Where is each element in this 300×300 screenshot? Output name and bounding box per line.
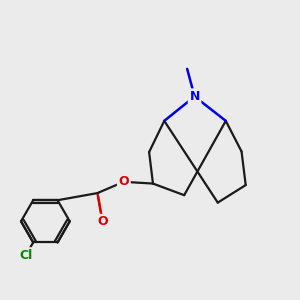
Text: N: N [189, 90, 200, 103]
Text: O: O [97, 215, 108, 228]
Text: O: O [118, 175, 129, 188]
Text: Cl: Cl [19, 249, 32, 262]
